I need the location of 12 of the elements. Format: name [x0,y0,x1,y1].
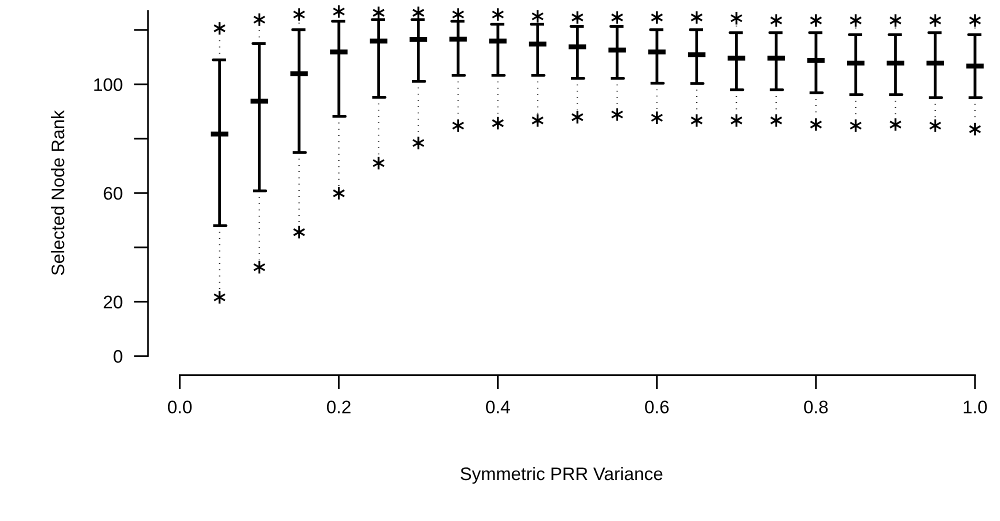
x-tick-label: 0.4 [486,400,510,414]
x-tick-label: 1.0 [964,400,987,414]
y-axis-title: Selected Node Rank [51,110,64,276]
x-tick-label: 0.0 [168,400,192,414]
y-tick-label: 60 [104,186,122,200]
x-axis-title: Symmetric PRR Variance [460,466,662,484]
x-tick-label: 0.2 [327,400,350,414]
x-tick-label: 0.8 [804,400,828,414]
y-tick-label: 0 [114,350,122,363]
y-tick-label: 100 [94,78,122,92]
x-tick-label: 0.6 [645,400,669,414]
y-tick-label: 20 [104,296,122,308]
